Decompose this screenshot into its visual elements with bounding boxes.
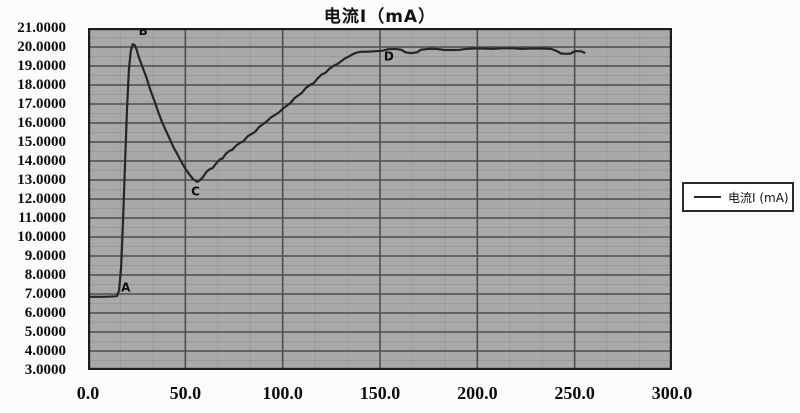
legend-label: 电流I (mA)	[728, 190, 789, 205]
x-tick-label: 100.0	[262, 383, 303, 403]
y-tick-label: 4.0000	[24, 343, 66, 359]
x-tick-label: 200.0	[457, 383, 498, 403]
x-tick-label: 0.0	[76, 383, 100, 403]
x-tick-label: 300.0	[651, 383, 693, 403]
x-tick-label: 150.0	[359, 383, 401, 403]
x-tick-label: 50.0	[169, 383, 202, 403]
y-tick-label: 13.0000	[17, 172, 66, 188]
y-tick-label: 10.0000	[17, 229, 66, 245]
annotation-label-C: C	[191, 184, 200, 198]
y-tick-label: 14.0000	[17, 153, 66, 169]
plot-svg: A B C D	[86, 24, 673, 371]
annotation-label-D: D	[384, 50, 394, 64]
plot-border	[87, 27, 673, 371]
series-line	[86, 43, 586, 298]
y-tick-label: 20.0000	[17, 39, 66, 55]
y-tick-label: 9.0000	[24, 248, 66, 264]
legend-line-sample-icon	[694, 196, 721, 198]
y-tick-label: 16.0000	[17, 115, 66, 131]
annotation-label-B: B	[139, 28, 148, 38]
y-tick-label: 11.0000	[18, 210, 66, 226]
y-tick-label: 3.0000	[24, 362, 66, 378]
y-tick-label: 21.0000	[17, 20, 66, 36]
y-tick-label: 19.0000	[17, 58, 66, 74]
y-tick-label: 18.0000	[17, 77, 66, 93]
y-tick-label: 5.0000	[24, 324, 66, 340]
y-tick-label: 12.0000	[17, 191, 66, 207]
plot-area: A B C D	[86, 24, 673, 371]
y-tick-label: 17.0000	[17, 96, 66, 112]
y-tick-label: 6.0000	[24, 305, 66, 321]
legend: 电流I (mA)	[682, 182, 794, 212]
y-tick-label: 8.0000	[24, 267, 66, 283]
annotation-label-A: A	[121, 280, 131, 294]
y-tick-label: 15.0000	[17, 134, 66, 150]
x-tick-label: 250.0	[554, 383, 595, 403]
chart-title: 电流I（mA）	[323, 7, 437, 27]
y-tick-label: 7.0000	[24, 286, 66, 302]
